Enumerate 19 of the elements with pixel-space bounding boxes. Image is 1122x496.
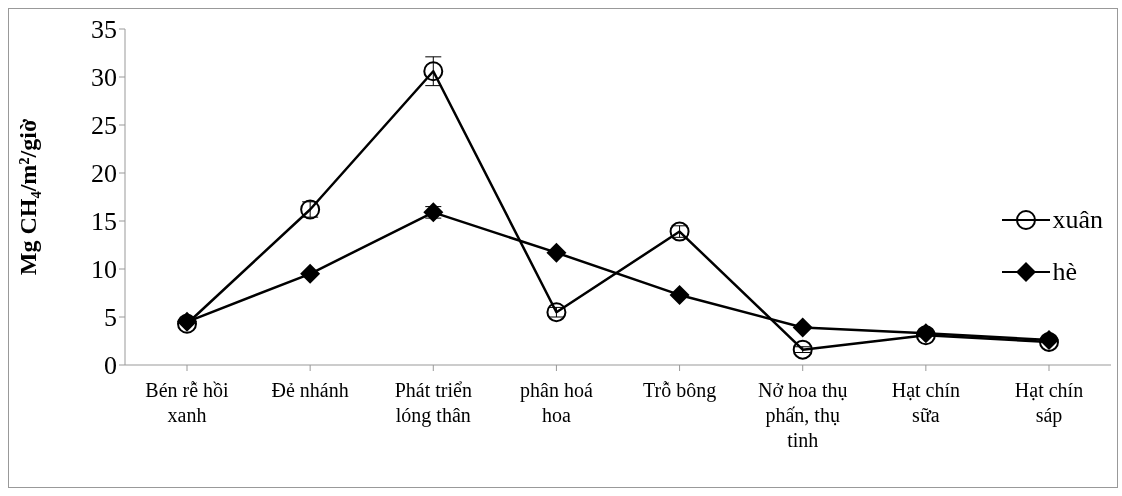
y-tick-label: 25	[91, 111, 117, 141]
x-tick-label: Đẻ nhánh	[271, 379, 349, 401]
y-tick-label: 30	[91, 63, 117, 93]
x-tick-label: Hạt chín sáp	[1014, 379, 1084, 427]
y-tick-label: 15	[91, 207, 117, 237]
legend-label: hè	[1052, 257, 1077, 287]
y-tick-label: 10	[91, 255, 117, 285]
x-tick-label: Nở hoa thụ phấn, thụ tinh	[757, 379, 848, 451]
y-tick-label: 5	[104, 303, 117, 333]
x-tick-label: Hạt chín sữa	[891, 379, 961, 426]
y-tick-label: 35	[91, 15, 117, 45]
legend-label: xuân	[1052, 205, 1103, 235]
x-tick-label: Phát triển lóng thân	[394, 379, 472, 427]
y-tick-label: 0	[104, 351, 117, 381]
x-tick-label: Trỗ bông	[642, 379, 717, 402]
y-tick-label: 20	[91, 159, 117, 189]
x-tick-label: phân hoá hoa	[520, 379, 593, 426]
y-axis-title: Mg CH₄/m²/giờ	[14, 118, 41, 276]
x-tick-label: Bén rễ hồi xanh	[145, 379, 230, 426]
